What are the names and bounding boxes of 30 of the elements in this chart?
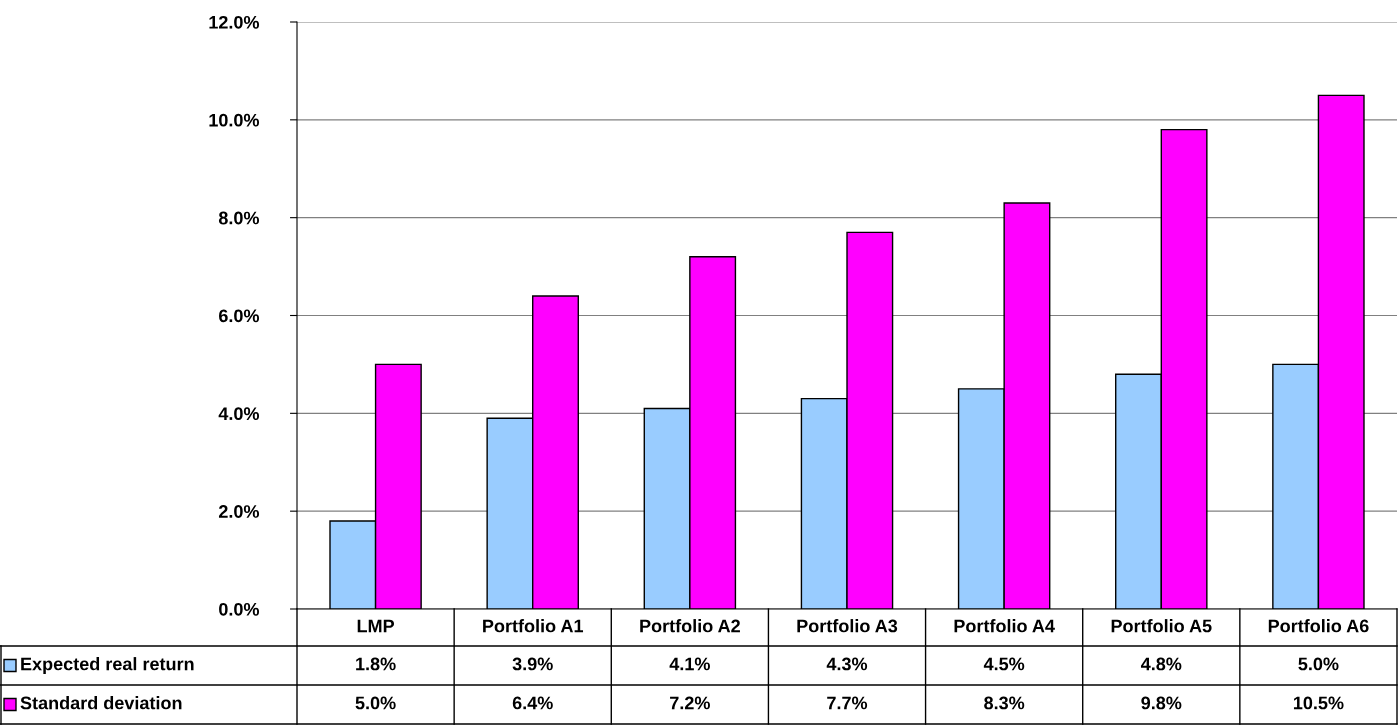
data-label: 10.5% xyxy=(1293,696,1344,710)
data-label: 7.7% xyxy=(827,696,868,710)
y-tick-label: 0.0% xyxy=(219,602,260,616)
data-label: 4.5% xyxy=(983,657,1025,671)
y-tick-label: 6.0% xyxy=(219,309,260,323)
data-label: 4.3% xyxy=(826,657,868,671)
data-label: 1.8% xyxy=(356,657,396,671)
x-tick-label: Portfolio A6 xyxy=(1268,619,1369,633)
x-tick-label: Portfolio A4 xyxy=(954,619,1055,633)
data-label: 8.3% xyxy=(984,696,1025,710)
y-tick-label: 8.0% xyxy=(218,211,260,225)
data-label: 6.4% xyxy=(512,696,553,710)
legend-label: Standard deviation xyxy=(20,696,182,710)
y-tick-label: 4.0% xyxy=(218,407,260,421)
x-tick-label: Portfolio A3 xyxy=(797,619,898,633)
data-label: 4.1% xyxy=(669,657,710,671)
x-tick-label: LMP xyxy=(357,619,395,633)
y-tick-label: 10.0% xyxy=(209,113,260,127)
x-tick-label: Portfolio A1 xyxy=(483,619,584,633)
x-tick-label: Portfolio A5 xyxy=(1111,619,1212,633)
data-label: 3.9% xyxy=(512,657,553,671)
y-tick-label: 12.0% xyxy=(209,15,260,29)
data-label: 9.8% xyxy=(1141,696,1182,710)
x-tick-label: Portfolio A2 xyxy=(640,619,740,633)
data-label: 5.0% xyxy=(1298,657,1339,671)
data-label: 5.0% xyxy=(355,696,396,710)
y-tick-label: 2.0% xyxy=(218,505,260,518)
data-label: 4.8% xyxy=(1140,657,1182,671)
data-label: 7.2% xyxy=(670,696,710,710)
legend-label: Expected real return xyxy=(21,657,194,674)
